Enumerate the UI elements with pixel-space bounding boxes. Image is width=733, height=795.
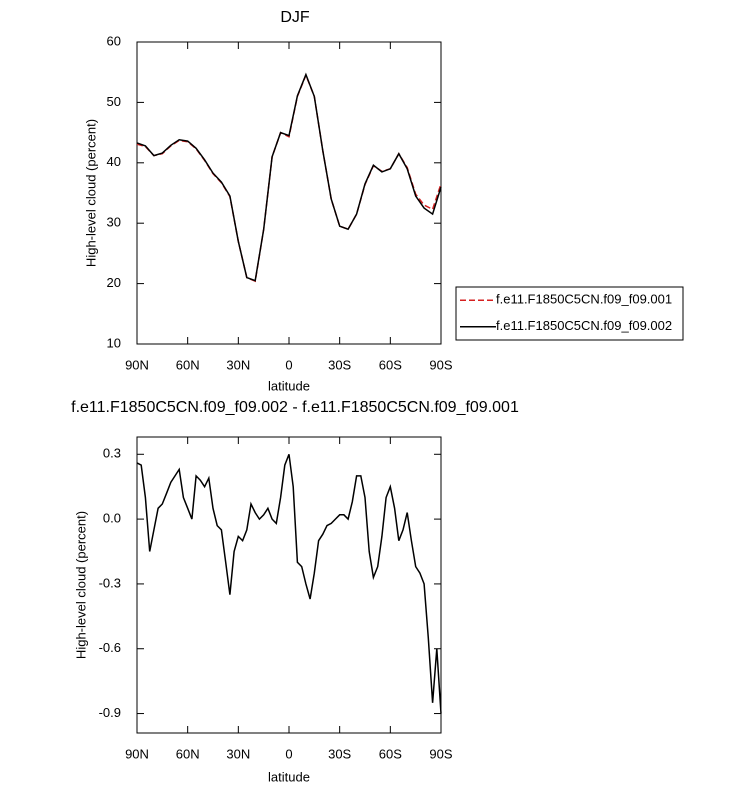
legend-label: f.e11.F1850C5CN.f09_f09.001 xyxy=(496,292,672,307)
y-tick-label: 60 xyxy=(107,33,121,48)
x-axis-label: latitude xyxy=(268,769,310,784)
x-tick-label: 60N xyxy=(176,746,200,761)
y-tick-label: -0.9 xyxy=(99,705,121,720)
y-tick-label: 20 xyxy=(107,275,121,290)
y-axis-label: High-level cloud (percent) xyxy=(83,119,98,267)
x-tick-label: 60S xyxy=(379,746,402,761)
legend-label: f.e11.F1850C5CN.f09_f09.002 xyxy=(496,318,672,333)
x-axis-label: latitude xyxy=(268,378,310,393)
y-tick-label: 50 xyxy=(107,94,121,109)
chart-title: DJF xyxy=(280,9,310,26)
x-tick-label: 60S xyxy=(379,357,402,372)
y-tick-label: 10 xyxy=(107,335,121,350)
y-tick-label: 30 xyxy=(107,215,121,230)
x-tick-label: 30S xyxy=(328,746,351,761)
y-tick-label: 0.0 xyxy=(103,511,121,526)
plot-frame xyxy=(136,436,442,734)
y-tick-label: -0.6 xyxy=(99,640,121,655)
legend-box xyxy=(455,286,684,341)
x-tick-label: 0 xyxy=(285,746,292,761)
x-tick-label: 30N xyxy=(226,746,250,761)
x-tick-label: 30S xyxy=(328,357,351,372)
chart-title: f.e11.F1850C5CN.f09_f09.002 - f.e11.F185… xyxy=(71,399,519,416)
x-tick-label: 90S xyxy=(429,746,452,761)
y-tick-label: -0.3 xyxy=(99,575,121,590)
data-line xyxy=(136,73,442,283)
y-tick-label: 40 xyxy=(107,154,121,169)
x-tick-label: 30N xyxy=(226,357,250,372)
data-line xyxy=(136,72,442,282)
x-tick-label: 60N xyxy=(176,357,200,372)
data-line xyxy=(136,454,442,714)
x-tick-label: 0 xyxy=(285,357,292,372)
x-tick-label: 90S xyxy=(429,357,452,372)
y-axis-label: High-level cloud (percent) xyxy=(73,511,88,659)
x-tick-label: 90N xyxy=(125,357,149,372)
plot-frame xyxy=(136,41,442,345)
y-tick-label: 0.3 xyxy=(103,446,121,461)
x-tick-label: 90N xyxy=(125,746,149,761)
